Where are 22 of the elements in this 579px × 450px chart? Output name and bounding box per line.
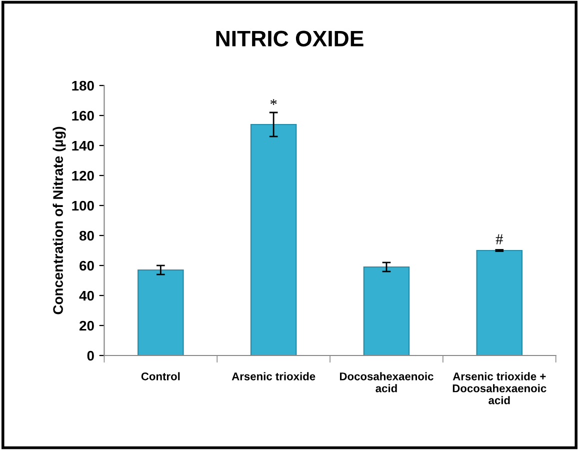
bar bbox=[250, 124, 297, 356]
bar bbox=[476, 250, 523, 356]
y-tick-label: 140 bbox=[72, 140, 94, 151]
y-tick-label: 180 bbox=[72, 80, 94, 91]
y-axis-title: Concentration of Nitrate (µg) bbox=[52, 126, 66, 314]
y-tick-label: 120 bbox=[72, 170, 94, 181]
x-tick-label: Control bbox=[141, 372, 180, 380]
bar bbox=[363, 266, 410, 356]
bar bbox=[138, 269, 184, 356]
annotation: # bbox=[496, 234, 503, 244]
x-tick-label: Arsenic trioxide bbox=[232, 372, 316, 380]
y-tick-label: 0 bbox=[87, 350, 94, 361]
y-tick-label: 160 bbox=[72, 110, 94, 121]
y-tick-label: 20 bbox=[80, 320, 94, 331]
y-tick-label: 100 bbox=[72, 200, 94, 211]
y-tick-label: 40 bbox=[79, 290, 94, 301]
y-tick-label: 80 bbox=[79, 230, 94, 241]
x-tick-label: Arsenic trioxide + Docosahexaenoic acid bbox=[452, 372, 546, 404]
x-tick-label: Docosahexaenoic acid bbox=[340, 372, 434, 392]
y-tick-label: 60 bbox=[80, 260, 94, 271]
chart-title: NITRIC OXIDE bbox=[216, 30, 364, 46]
annotation: * bbox=[270, 99, 277, 105]
